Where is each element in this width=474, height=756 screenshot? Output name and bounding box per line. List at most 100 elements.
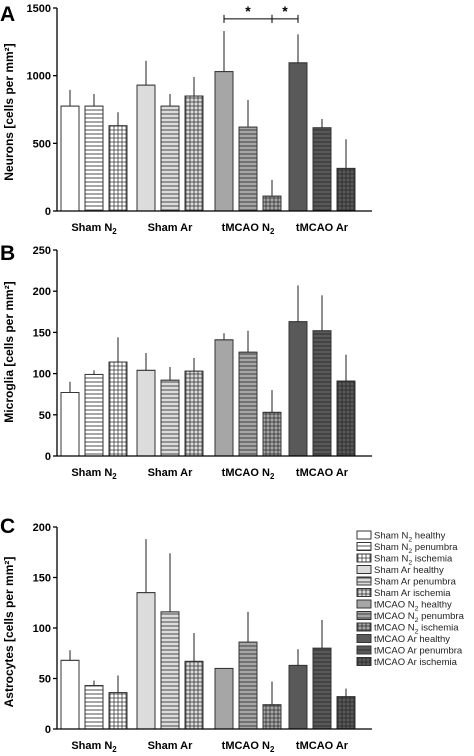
panel-a-axes	[56, 8, 372, 212]
legend-label: Sham N2 ischemia	[374, 554, 453, 567]
legend-entry: tMCAO Ar penumbra	[356, 645, 463, 657]
panel-c-bars	[60, 539, 356, 730]
panel-a-letter: A	[0, 3, 15, 26]
bar	[184, 77, 204, 212]
legend-label: Sham Ar healthy	[374, 565, 444, 576]
category-label: Sham N2	[71, 740, 117, 754]
bar	[108, 337, 128, 457]
bar-fill	[288, 321, 308, 457]
legend-entry: tMCAO N2 ischemia	[356, 622, 459, 636]
bar-pattern	[263, 196, 281, 211]
bar-fill	[60, 392, 80, 457]
bar-fill	[60, 659, 80, 730]
bar-pattern	[263, 412, 281, 456]
legend-swatch	[356, 622, 372, 632]
legend-label: tMCAO Ar ischemia	[374, 657, 458, 668]
category-label: Sham Ar	[148, 467, 194, 479]
bar	[262, 179, 282, 212]
ytick-label: 50	[39, 674, 51, 686]
bar	[238, 100, 258, 212]
legend-swatch	[356, 565, 372, 574]
ytick-label: 1000	[27, 71, 51, 83]
legend-label: tMCAO Ar healthy	[374, 634, 450, 645]
bar	[60, 89, 80, 212]
bar	[84, 93, 104, 212]
bar	[262, 681, 282, 730]
panel-b-letter: B	[0, 242, 15, 265]
legend-swatch	[356, 576, 372, 586]
legend-entry: tMCAO Ar healthy	[356, 634, 450, 645]
panel-b-categories: Sham N2 Sham Ar tMCAO N2 tMCAO Ar	[71, 467, 348, 481]
bar	[136, 539, 156, 730]
significance-bracket: *	[271, 3, 299, 23]
bar-pattern	[161, 611, 179, 729]
bar	[336, 139, 356, 212]
bar-fill	[214, 667, 234, 730]
bar-pattern	[337, 696, 355, 729]
category-label: Sham N2	[71, 222, 117, 236]
bar-pattern	[239, 127, 257, 211]
bar	[312, 619, 332, 730]
bar-pattern	[109, 362, 127, 456]
ytick-label: 250	[33, 245, 51, 257]
significance-star: *	[282, 3, 288, 19]
bar-pattern	[239, 642, 257, 729]
bar-pattern	[313, 330, 331, 456]
bar	[136, 353, 156, 457]
category-label: Sham Ar	[148, 740, 194, 752]
legend-label: tMCAO N2 ischemia	[374, 623, 459, 636]
panel-b: B Microglia [cells per mm²] 0 50 100 150 200…	[0, 242, 372, 481]
category-label: tMCAO N2	[222, 222, 275, 236]
legend-entry: Sham Ar penumbra	[356, 576, 457, 588]
legend-label: Sham Ar penumbra	[374, 577, 457, 588]
ytick-label: 50	[39, 410, 51, 422]
panel-b-bars	[60, 285, 356, 457]
category-label: tMCAO Ar	[296, 467, 349, 479]
panel-c-axes	[56, 527, 372, 730]
bar	[336, 688, 356, 730]
bar-pattern	[239, 352, 257, 456]
panel-a-categories: Sham N2 Sham Ar tMCAO N2 tMCAO Ar	[71, 222, 348, 236]
legend-label: tMCAO N2 penumbra	[374, 611, 465, 624]
legend-label: tMCAO N2 healthy	[374, 600, 452, 613]
legend-swatch	[356, 530, 372, 540]
bar-pattern	[185, 371, 203, 456]
legend-swatch	[356, 542, 372, 551]
legend-entry: Sham N2 healthy	[356, 530, 446, 544]
bar-pattern	[337, 168, 355, 211]
panel-b-axes	[56, 250, 372, 457]
bar	[60, 650, 80, 730]
bar-fill	[214, 71, 234, 212]
legend-label: tMCAO Ar penumbra	[374, 646, 463, 657]
bar	[312, 295, 332, 457]
bar-pattern	[85, 374, 103, 456]
significance-star: *	[245, 3, 251, 19]
bar	[84, 370, 104, 457]
legend-entry: Sham Ar healthy	[356, 565, 444, 576]
panel-c-ylabel: Astrocytes [cells per mm²]	[2, 557, 16, 708]
bar	[184, 633, 204, 730]
bar	[160, 553, 180, 730]
legend-swatch	[356, 645, 372, 655]
legend-swatch	[356, 634, 372, 643]
bar	[262, 390, 282, 457]
bar-pattern	[185, 95, 203, 211]
legend-swatch	[356, 611, 372, 620]
panel-c-letter: C	[0, 515, 15, 538]
ytick-label: 200	[33, 286, 51, 298]
category-label: tMCAO Ar	[296, 222, 349, 234]
category-label: tMCAO N2	[222, 467, 275, 481]
panel-a-ticks: 0 500 1000 1500	[27, 3, 57, 218]
bar-fill	[288, 62, 308, 212]
category-label: Sham Ar	[148, 222, 194, 234]
category-label: tMCAO Ar	[296, 740, 349, 752]
panel-a-ylabel: Neurons [cells per mm²]	[2, 43, 16, 180]
panel-c: C Astrocytes [cells per mm²] 0 50 100 150 20…	[0, 515, 372, 754]
bar-fill	[136, 84, 156, 212]
legend-entry: tMCAO N2 penumbra	[356, 611, 465, 624]
bar	[238, 611, 258, 730]
bar	[214, 333, 234, 457]
panel-b-ticks: 0 50 100 150 200 250	[33, 245, 57, 463]
bar-pattern	[313, 648, 331, 729]
